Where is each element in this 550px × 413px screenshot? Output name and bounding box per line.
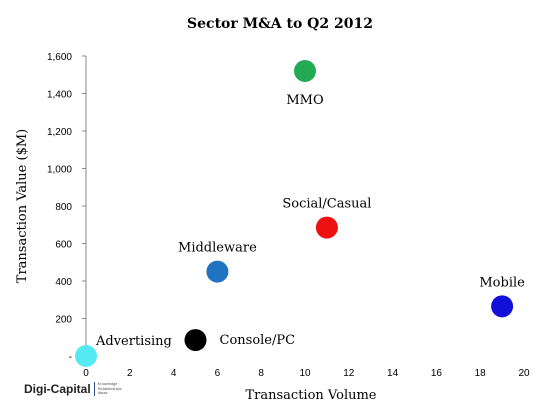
x-axis-title: Transaction Volume [246,388,377,403]
point-label-advertising: Advertising [95,334,172,349]
x-tick-label: 14 [387,368,399,379]
point-console-pc [184,329,207,352]
digi-capital-logo: Digi-Capital Knowledge Relationships Ide… [24,382,122,396]
chart-title: Sector M&A to Q2 2012 [187,16,373,32]
y-tick-label: 1,200 [47,127,72,138]
x-tick-label: 2 [127,368,133,379]
y-tick-label: - [69,352,72,363]
x-tick-label: 16 [431,368,443,379]
y-tick-label: 1,000 [47,165,72,176]
x-tick-label: 20 [518,368,530,379]
x-tick-label: 10 [299,368,311,379]
y-tick-label: 800 [55,202,72,213]
point-advertising [75,345,97,367]
point-label-social-casual: Social/Casual [282,197,371,212]
point-label-console-pc: Console/PC [220,333,296,348]
x-tick-label: 4 [171,368,177,379]
brand-tagline-line: Relationships [97,385,122,391]
y-axis-ticks: - 200 400 600 800 1,000 1,200 1,400 1,600 [47,52,86,363]
y-tick-label: 400 [55,277,72,288]
point-middleware [206,260,229,283]
y-tick-label: 1,600 [47,52,72,63]
x-tick-label: 8 [258,368,264,379]
brand-name: Digi-Capital [24,382,91,396]
point-label-mmo: MMO [286,93,323,108]
x-axis-ticks: 0 2 4 6 8 10 12 14 16 18 20 [83,368,530,379]
brand-tagline-line: Knowledge [97,381,118,387]
y-tick-label: 1,400 [47,90,72,101]
brand-tagline-line: Ideas [97,390,108,396]
y-axis-title: Transaction Value ($M) [15,129,30,283]
x-tick-label: 18 [475,368,487,379]
x-tick-label: 0 [83,368,89,379]
point-label-middleware: Middleware [178,241,257,256]
y-tick-label: 200 [55,315,72,326]
y-tick-label: 600 [55,240,72,251]
point-social-casual [315,216,338,239]
x-tick-label: 6 [215,368,221,379]
brand-divider [93,382,95,396]
x-tick-label: 12 [343,368,355,379]
data-points [75,60,514,367]
brand-tagline: Knowledge Relationships Ideas [98,382,122,396]
point-mobile [491,295,514,318]
point-mmo [294,60,316,82]
point-label-mobile: Mobile [479,275,525,290]
data-point-labels: MMO Social/Casual Middleware Mobile Console/… [95,93,525,349]
